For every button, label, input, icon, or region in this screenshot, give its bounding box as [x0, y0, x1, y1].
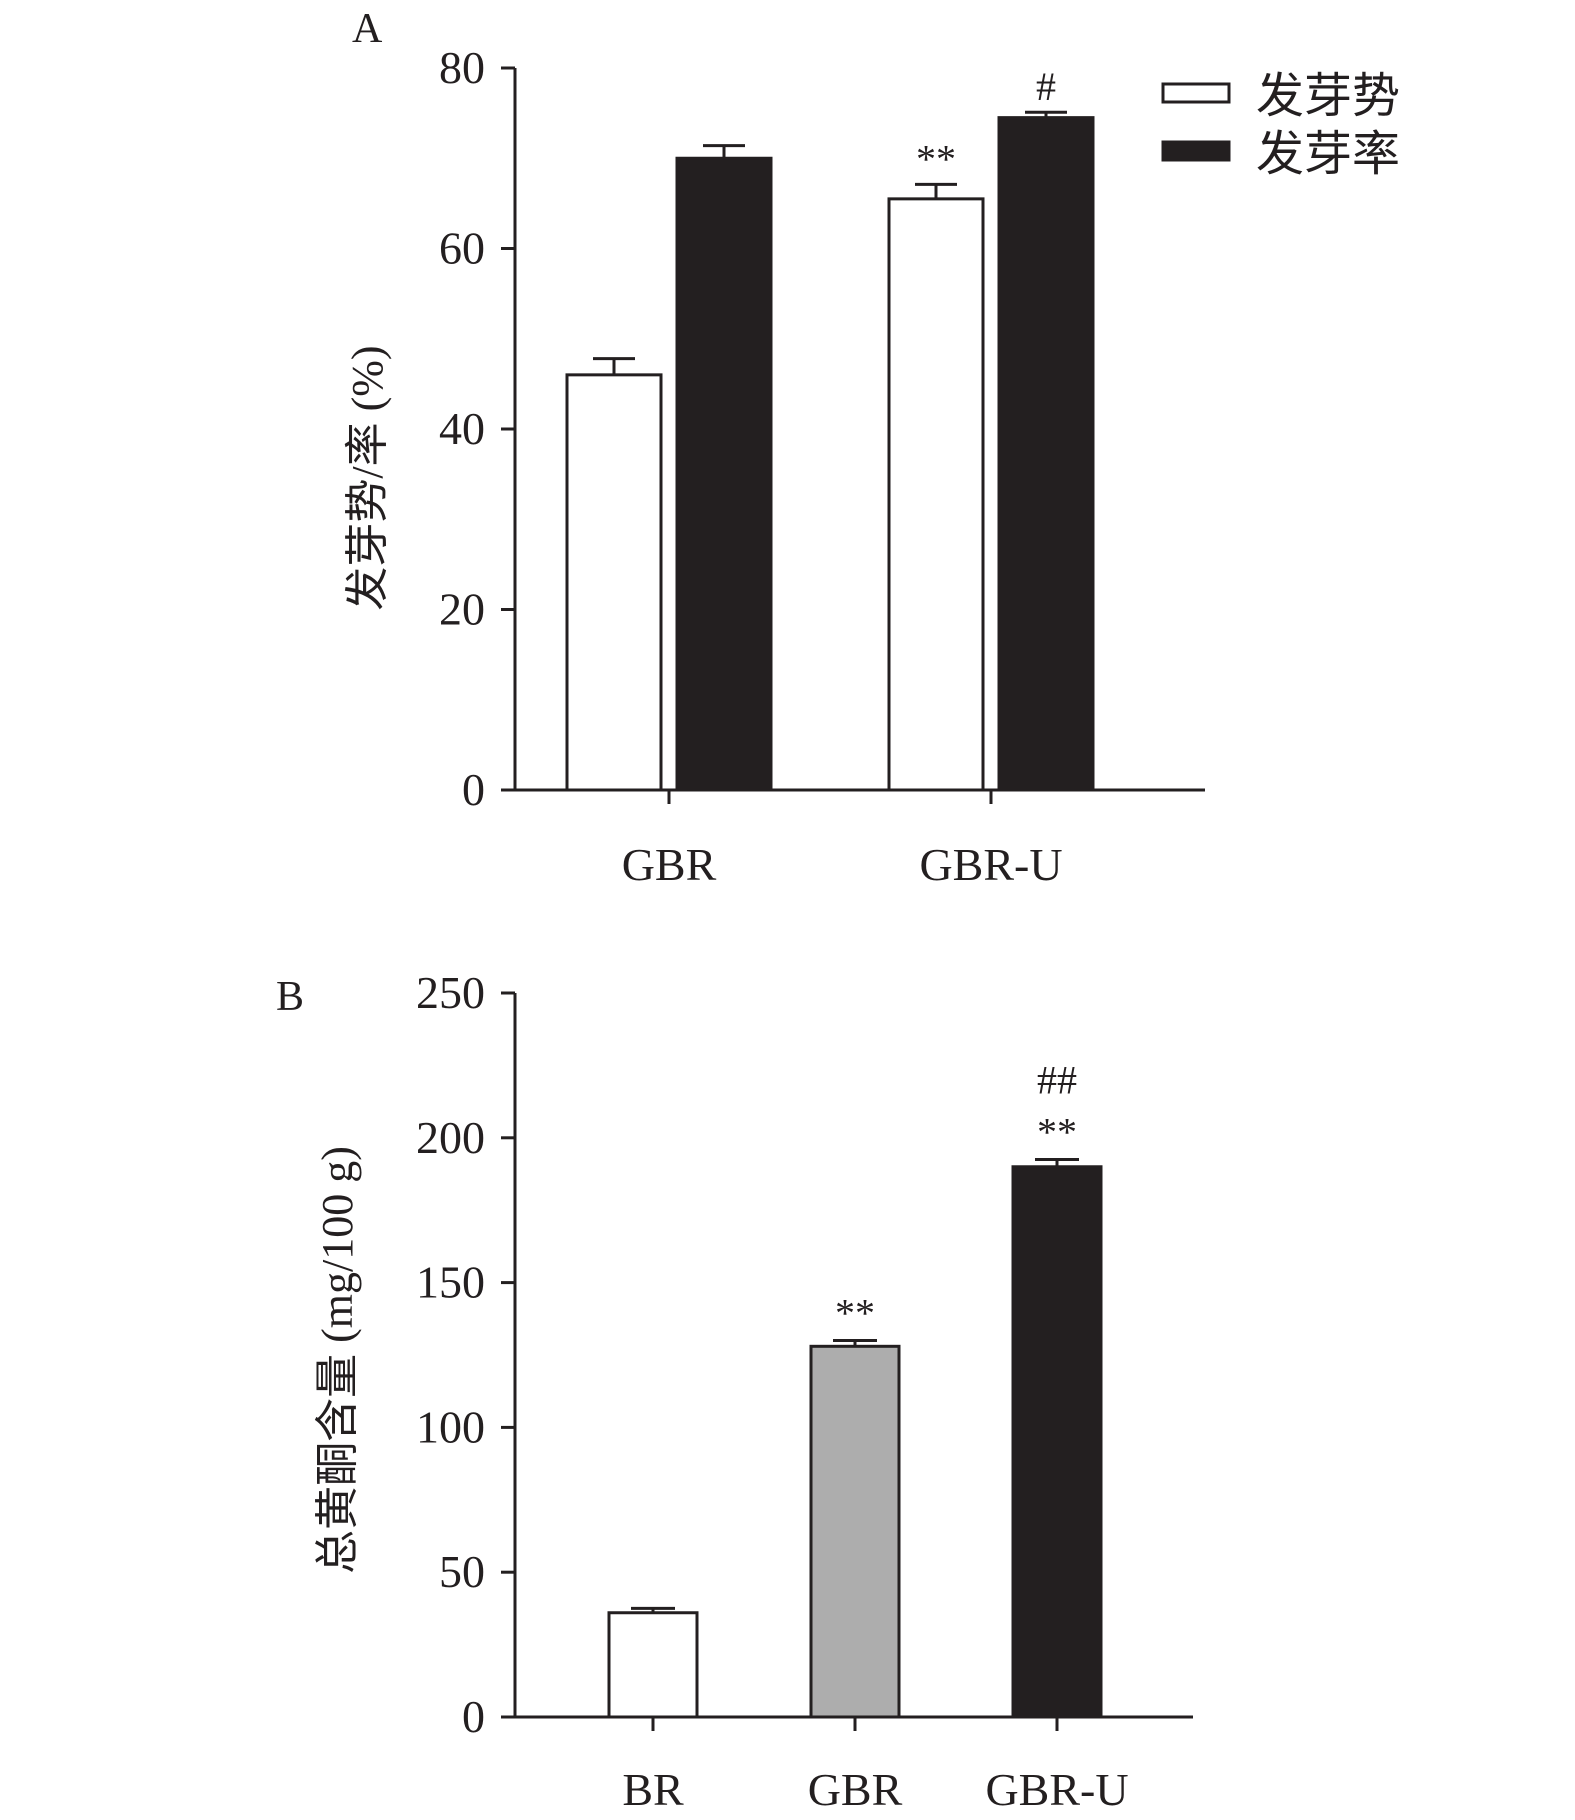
legend-swatch-a	[1161, 82, 1231, 104]
x-tick-label-b: BR	[622, 1764, 684, 1815]
bar-b-2	[1011, 1165, 1103, 1719]
significance-label-b: **	[1037, 1110, 1077, 1155]
bar-b-0	[607, 1611, 699, 1719]
x-tick-label-b: GBR-U	[985, 1764, 1128, 1815]
bar-a-0	[887, 197, 985, 792]
y-axis-label-b: 总黄酮含量 (mg/100 g)	[313, 1146, 362, 1574]
axes-a: 0 20 40 60 80 GBR GBR-U	[439, 42, 1205, 890]
y-tick-label-b: 50	[439, 1546, 485, 1597]
x-tick-label-a: GBR-U	[919, 839, 1062, 890]
y-axis-label-a: 发芽势/率 (%)	[343, 345, 392, 610]
y-tick-label-a: 80	[439, 42, 485, 93]
legend-label-a: 发芽率	[1256, 128, 1400, 181]
y-tick-label-a: 20	[439, 584, 485, 635]
bar-a-0	[565, 373, 663, 792]
legend-swatch-a	[1161, 140, 1231, 162]
y-tick-label-b: 200	[416, 1112, 485, 1163]
significance-label-b: **	[835, 1291, 875, 1336]
x-tick-label-b: GBR	[808, 1764, 903, 1815]
bar-a-1	[675, 156, 773, 792]
y-tick-label-b: 150	[416, 1257, 485, 1308]
y-tick-label-b: 250	[416, 967, 485, 1018]
bars-a: ** #	[565, 64, 1095, 792]
panel-label-b: B	[276, 974, 304, 1020]
significance-label-b: ##	[1037, 1058, 1077, 1103]
significance-label-a: **	[916, 136, 956, 181]
legend-label-a: 发芽势	[1256, 70, 1400, 123]
y-tick-label-a: 60	[439, 223, 485, 274]
y-tick-label-a: 40	[439, 403, 485, 454]
chart-b: B 总黄酮含量 (mg/100 g) 0 50 100 150 200 250 BR GBR G…	[276, 967, 1193, 1815]
bars-b: ** ** ##	[607, 1058, 1103, 1719]
significance-label-a: #	[1036, 64, 1056, 109]
y-tick-label-b: 0	[462, 1691, 485, 1742]
y-tick-label-b: 100	[416, 1401, 485, 1452]
y-tick-label-a: 0	[462, 764, 485, 815]
x-tick-label-a: GBR	[622, 839, 717, 890]
bar-a-1	[997, 116, 1095, 792]
panel-label-a: A	[352, 6, 383, 52]
bar-b-1	[809, 1344, 901, 1719]
